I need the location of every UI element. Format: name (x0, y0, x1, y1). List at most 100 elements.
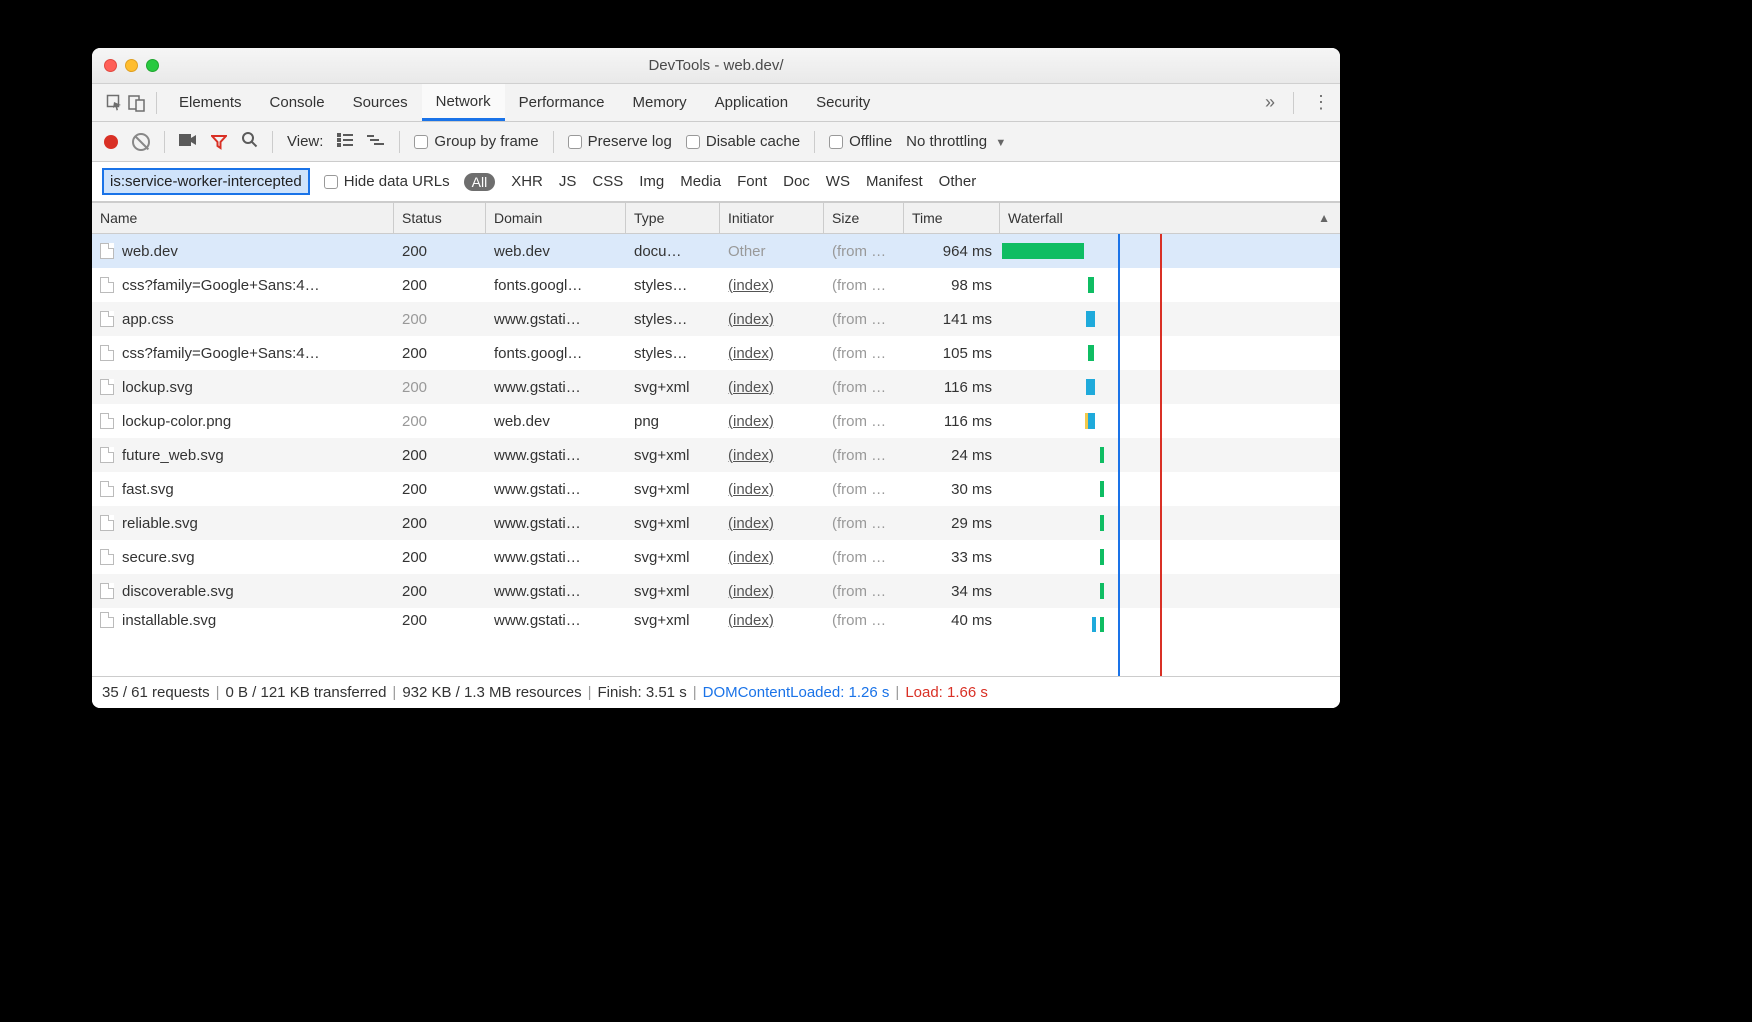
table-row[interactable]: lockup-color.png200web.devpng(index)(fro… (92, 404, 1340, 438)
filter-type-img[interactable]: Img (639, 173, 664, 190)
window-titlebar: DevTools - web.dev/ (92, 48, 1340, 84)
file-icon (100, 413, 114, 429)
preserve-log-checkbox[interactable]: Preserve log (568, 133, 672, 150)
col-status[interactable]: Status (394, 203, 486, 233)
table-row[interactable]: web.dev200web.devdocu…Other(from …964 ms (92, 234, 1340, 268)
file-icon (100, 515, 114, 531)
panel-tabs: ElementsConsoleSourcesNetworkPerformance… (92, 84, 1340, 122)
col-name[interactable]: Name (92, 203, 394, 233)
table-row[interactable]: installable.svg200www.gstati…svg+xml(ind… (92, 608, 1340, 632)
col-initiator[interactable]: Initiator (720, 203, 824, 233)
tab-console[interactable]: Console (256, 84, 339, 121)
request-domain: www.gstati… (486, 481, 626, 498)
table-row[interactable]: css?family=Google+Sans:4…200fonts.googl…… (92, 336, 1340, 370)
tab-performance[interactable]: Performance (505, 84, 619, 121)
request-type: svg+xml (626, 515, 720, 532)
devtools-window: DevTools - web.dev/ ElementsConsoleSourc… (92, 48, 1340, 708)
offline-checkbox[interactable]: Offline (829, 133, 892, 150)
request-status: 200 (394, 379, 486, 396)
request-initiator[interactable]: (index) (720, 612, 824, 629)
file-icon (100, 612, 114, 628)
tab-sources[interactable]: Sources (339, 84, 422, 121)
clear-icon[interactable] (132, 133, 150, 151)
request-size: (from … (824, 481, 904, 498)
tab-application[interactable]: Application (701, 84, 802, 121)
filter-type-doc[interactable]: Doc (783, 173, 810, 190)
request-size: (from … (824, 277, 904, 294)
more-tabs-icon[interactable]: » (1265, 92, 1275, 113)
table-row[interactable]: future_web.svg200www.gstati…svg+xml(inde… (92, 438, 1340, 472)
group-by-frame-checkbox[interactable]: Group by frame (414, 133, 538, 150)
request-size: (from … (824, 515, 904, 532)
filter-type-other[interactable]: Other (939, 173, 977, 190)
col-size[interactable]: Size (824, 203, 904, 233)
disable-cache-checkbox[interactable]: Disable cache (686, 133, 800, 150)
table-header: Name Status Domain Type Initiator Size T… (92, 202, 1340, 234)
request-status: 200 (394, 413, 486, 430)
large-rows-icon[interactable] (337, 133, 353, 151)
request-initiator[interactable]: (index) (720, 345, 824, 362)
request-name: lockup-color.png (122, 413, 231, 430)
request-time: 116 ms (904, 379, 1000, 396)
table-row[interactable]: lockup.svg200www.gstati…svg+xml(index)(f… (92, 370, 1340, 404)
request-initiator[interactable]: (index) (720, 515, 824, 532)
request-rows: web.dev200web.devdocu…Other(from …964 ms… (92, 234, 1340, 676)
filter-type-font[interactable]: Font (737, 173, 767, 190)
request-initiator[interactable]: (index) (720, 447, 824, 464)
tab-security[interactable]: Security (802, 84, 884, 121)
device-toggle-icon[interactable] (126, 94, 148, 112)
filter-type-media[interactable]: Media (680, 173, 721, 190)
file-icon (100, 481, 114, 497)
throttling-select[interactable]: No throttling ▼ (906, 133, 1006, 150)
table-row[interactable]: css?family=Google+Sans:4…200fonts.googl…… (92, 268, 1340, 302)
request-time: 24 ms (904, 447, 1000, 464)
request-initiator[interactable]: (index) (720, 379, 824, 396)
tab-elements[interactable]: Elements (165, 84, 256, 121)
view-label: View: (287, 133, 323, 150)
request-initiator[interactable]: (index) (720, 413, 824, 430)
status-load: Load: 1.66 s (905, 684, 988, 701)
status-resources: 932 KB / 1.3 MB resources (402, 684, 581, 701)
filter-icon[interactable] (211, 134, 227, 150)
search-icon[interactable] (241, 131, 258, 153)
col-type[interactable]: Type (626, 203, 720, 233)
table-row[interactable]: fast.svg200www.gstati…svg+xml(index)(fro… (92, 472, 1340, 506)
table-row[interactable]: reliable.svg200www.gstati…svg+xml(index)… (92, 506, 1340, 540)
filter-type-all[interactable]: All (464, 173, 496, 191)
file-icon (100, 583, 114, 599)
record-icon[interactable] (104, 135, 118, 149)
filter-type-css[interactable]: CSS (592, 173, 623, 190)
tab-network[interactable]: Network (422, 84, 505, 121)
request-initiator[interactable]: (index) (720, 311, 824, 328)
inspect-icon[interactable] (104, 94, 126, 112)
request-waterfall (1000, 302, 1340, 336)
request-name: secure.svg (122, 549, 195, 566)
request-initiator[interactable]: (index) (720, 481, 824, 498)
col-time[interactable]: Time (904, 203, 1000, 233)
filter-type-xhr[interactable]: XHR (511, 173, 543, 190)
file-icon (100, 447, 114, 463)
separator (814, 131, 815, 153)
request-initiator[interactable]: (index) (720, 277, 824, 294)
request-size: (from … (824, 243, 904, 260)
request-initiator[interactable]: (index) (720, 583, 824, 600)
filter-type-js[interactable]: JS (559, 173, 577, 190)
kebab-menu-icon[interactable]: ⋮ (1312, 92, 1328, 113)
filter-type-ws[interactable]: WS (826, 173, 850, 190)
col-waterfall[interactable]: Waterfall▲ (1000, 203, 1340, 233)
table-row[interactable]: discoverable.svg200www.gstati…svg+xml(in… (92, 574, 1340, 608)
request-time: 30 ms (904, 481, 1000, 498)
request-status: 200 (394, 612, 486, 629)
hide-data-urls-checkbox[interactable]: Hide data URLs (324, 173, 450, 190)
filter-input[interactable]: is:service-worker-intercepted (102, 168, 310, 195)
tab-memory[interactable]: Memory (619, 84, 701, 121)
filter-type-manifest[interactable]: Manifest (866, 173, 923, 190)
request-type: svg+xml (626, 447, 720, 464)
col-domain[interactable]: Domain (486, 203, 626, 233)
table-row[interactable]: secure.svg200www.gstati…svg+xml(index)(f… (92, 540, 1340, 574)
overview-icon[interactable] (367, 133, 385, 151)
request-initiator[interactable]: (index) (720, 549, 824, 566)
camera-icon[interactable] (179, 133, 197, 151)
request-waterfall (1000, 370, 1340, 404)
table-row[interactable]: app.css200www.gstati…styles…(index)(from… (92, 302, 1340, 336)
